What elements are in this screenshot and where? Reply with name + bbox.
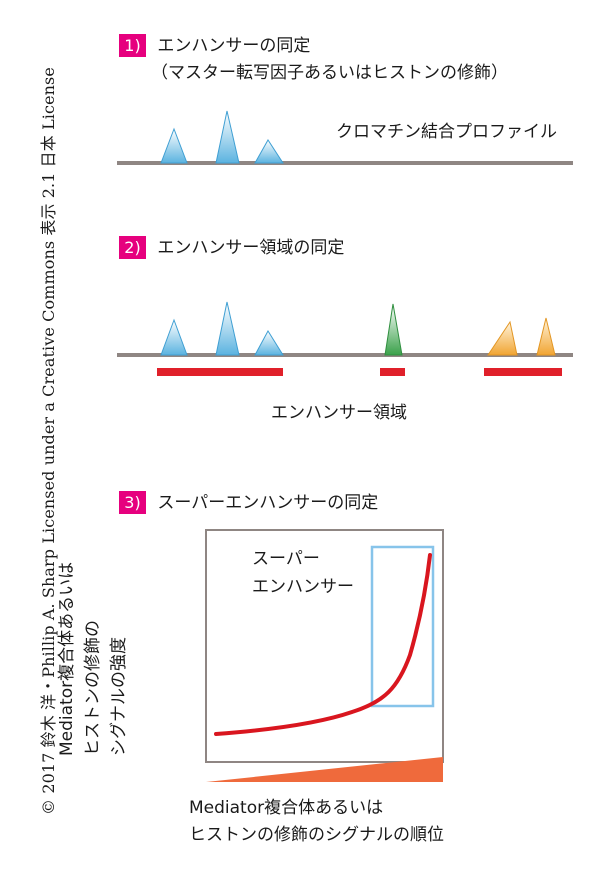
step-3-number: 3) — [119, 491, 146, 514]
peak-green — [384, 303, 403, 356]
step-2-title: エンハンサー領域の同定 — [157, 238, 345, 258]
step-1-number: 1) — [119, 34, 146, 57]
step-1-heading: 1) エンハンサーの同定 — [119, 34, 310, 58]
x-axis-label: Mediator複合体あるいは ヒストンの修飾のシグナルの順位 — [189, 795, 444, 849]
rank-wedge — [206, 757, 443, 782]
super-enhancer-plot — [205, 529, 444, 782]
peak-blue — [215, 301, 240, 356]
enhancer-region-bar — [157, 368, 283, 376]
peak-blue — [254, 139, 284, 164]
step-1-subtitle: （マスター転写因子あるいはヒストンの修飾） — [151, 63, 508, 83]
super-enhancer-highlight-box — [370, 545, 435, 708]
peak-orange — [487, 320, 518, 356]
enhancer-region-label: エンハンサー領域 — [271, 403, 407, 423]
peak-orange — [536, 317, 556, 356]
step-2-number: 2) — [119, 236, 146, 259]
super-enhancer-label-line-2: エンハンサー — [252, 577, 354, 597]
super-enhancer-label-line-1: スーパー — [252, 549, 320, 569]
super-enhancer-label: スーパー エンハンサー — [252, 545, 354, 601]
chromatin-profile-track — [117, 110, 573, 165]
x-axis-label-line-2: ヒストンの修飾のシグナルの順位 — [189, 825, 444, 845]
step-3-title: スーパーエンハンサーの同定 — [157, 493, 379, 513]
chromatin-profile-label: クロマチン結合プロファイル — [336, 122, 557, 142]
enhancer-region-bar — [380, 368, 405, 376]
enhancer-region-bar — [484, 368, 562, 376]
signal-curve — [214, 553, 432, 736]
peak-blue — [160, 318, 188, 356]
step-2-heading: 2) エンハンサー領域の同定 — [119, 236, 344, 260]
x-axis-label-line-1: Mediator複合体あるいは — [189, 798, 384, 818]
step-3-heading: 3) スーパーエンハンサーの同定 — [119, 491, 378, 515]
peak-blue — [254, 330, 284, 356]
enhancer-region-track — [117, 301, 573, 376]
plot-frame — [205, 529, 444, 763]
step-1-title: エンハンサーの同定 — [157, 36, 311, 56]
peak-blue — [160, 127, 188, 164]
peak-blue — [215, 110, 240, 164]
